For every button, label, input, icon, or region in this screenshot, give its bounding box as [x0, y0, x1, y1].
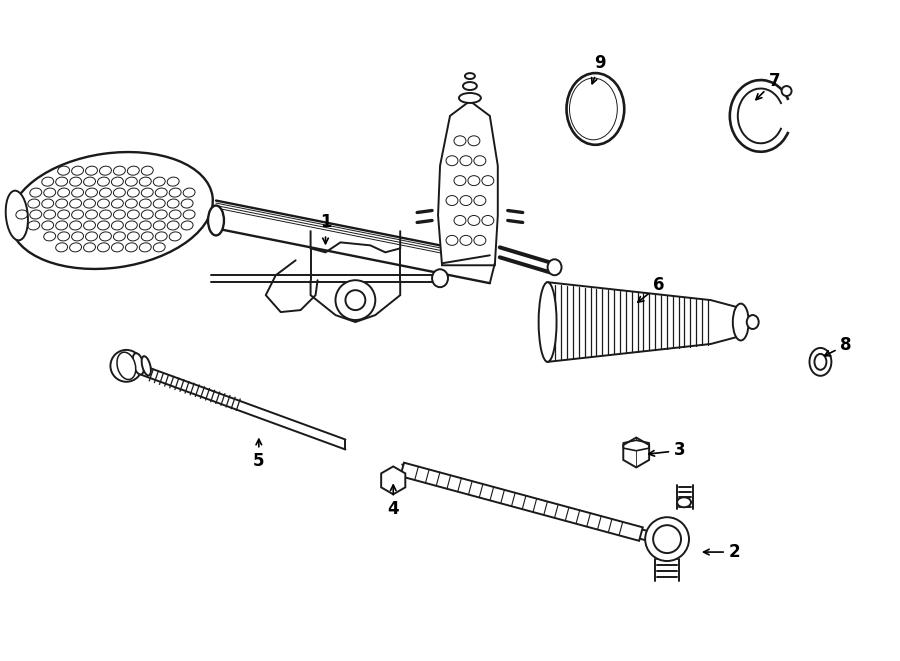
Circle shape	[645, 517, 689, 561]
Ellipse shape	[132, 353, 144, 375]
Ellipse shape	[5, 190, 28, 241]
Ellipse shape	[814, 354, 826, 370]
Circle shape	[628, 444, 644, 461]
Ellipse shape	[538, 282, 556, 362]
Ellipse shape	[117, 352, 136, 379]
Circle shape	[386, 473, 400, 487]
Text: 8: 8	[824, 336, 852, 356]
Ellipse shape	[578, 85, 613, 133]
Text: 6: 6	[638, 276, 665, 302]
Polygon shape	[624, 438, 649, 467]
Text: 2: 2	[704, 543, 741, 561]
Circle shape	[336, 280, 375, 320]
Ellipse shape	[747, 315, 759, 329]
Text: 9: 9	[591, 54, 607, 84]
Ellipse shape	[141, 356, 151, 375]
Circle shape	[111, 350, 142, 382]
Ellipse shape	[547, 259, 562, 275]
Ellipse shape	[432, 269, 448, 287]
Ellipse shape	[208, 206, 224, 235]
Ellipse shape	[463, 82, 477, 90]
Text: 3: 3	[649, 442, 686, 459]
Ellipse shape	[566, 73, 625, 145]
Ellipse shape	[677, 497, 691, 507]
Text: 4: 4	[387, 485, 399, 518]
Polygon shape	[382, 467, 405, 494]
Polygon shape	[438, 101, 498, 265]
Ellipse shape	[733, 303, 749, 340]
Text: 5: 5	[253, 439, 265, 471]
Circle shape	[346, 290, 365, 310]
Text: 1: 1	[320, 214, 331, 244]
Ellipse shape	[809, 348, 832, 376]
Ellipse shape	[10, 152, 212, 269]
Circle shape	[653, 525, 681, 553]
Text: 7: 7	[756, 72, 780, 100]
Ellipse shape	[459, 93, 481, 103]
Polygon shape	[547, 282, 749, 362]
Ellipse shape	[570, 78, 617, 140]
Polygon shape	[400, 463, 643, 541]
Ellipse shape	[465, 73, 475, 79]
Circle shape	[781, 86, 792, 96]
